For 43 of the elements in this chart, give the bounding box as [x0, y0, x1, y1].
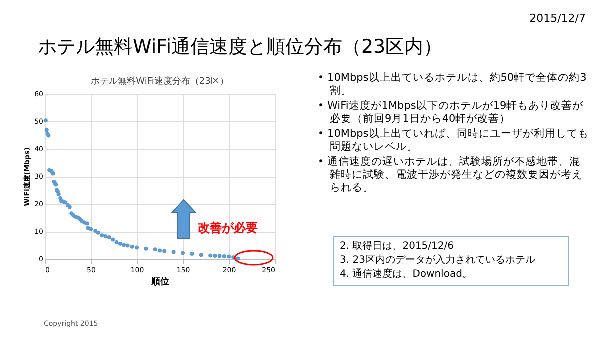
point — [172, 250, 176, 254]
point — [208, 254, 213, 258]
point — [162, 249, 167, 254]
text: • 通信速度の遅いホテルは、試験場所が不感地帯、混雑時に試験、電波干渉が発生などの複数要因が考えられる。 — [318, 156, 584, 195]
point — [104, 234, 108, 238]
point — [56, 192, 61, 196]
chart-title: ホテル無料WiFi通信速度と順位分布（23区内） — [38, 35, 443, 60]
point — [96, 230, 100, 235]
point — [126, 244, 130, 248]
point — [100, 234, 104, 238]
point — [122, 243, 126, 248]
point — [135, 246, 139, 250]
point — [89, 227, 93, 232]
text: • WiFi速度が1Mbps以下のホテルが19軒もあり改善が必要（前回9月1日から40軒が改善） — [318, 100, 585, 126]
x-axis-title: 順位 — [150, 276, 170, 288]
point — [130, 244, 134, 249]
point — [118, 242, 122, 246]
point — [227, 254, 231, 259]
point — [158, 248, 162, 253]
point — [114, 240, 119, 244]
point — [218, 254, 222, 258]
point — [213, 254, 218, 258]
point — [222, 254, 226, 259]
text: 2. 取得日は、2015/12/6 — [340, 240, 455, 254]
point — [107, 236, 112, 240]
point — [236, 256, 240, 261]
text: • 10Mbps以上出ていれば、同時にユーザが利用しても問題ないレベル。 — [318, 128, 590, 154]
annotation: 改善が必要 — [198, 220, 258, 237]
chart-subtitle: ホテル無料WiFi速度分布（23区） — [91, 76, 229, 87]
point — [111, 238, 116, 242]
text: 3. 23区内のデータが入力されているホテル — [340, 254, 536, 268]
point — [44, 118, 48, 123]
point — [190, 252, 194, 256]
point — [94, 228, 98, 233]
point — [199, 253, 204, 258]
point — [153, 248, 158, 252]
point — [44, 128, 49, 132]
text: 2015/12/7 — [530, 12, 586, 25]
point — [144, 246, 148, 251]
point — [181, 251, 185, 256]
point — [85, 222, 90, 226]
text: 4. 通信速度は、Download。 — [340, 268, 474, 282]
text: • 10Mbps以上出ているホテルは、約50軒で全体の約3割。 — [318, 72, 588, 98]
